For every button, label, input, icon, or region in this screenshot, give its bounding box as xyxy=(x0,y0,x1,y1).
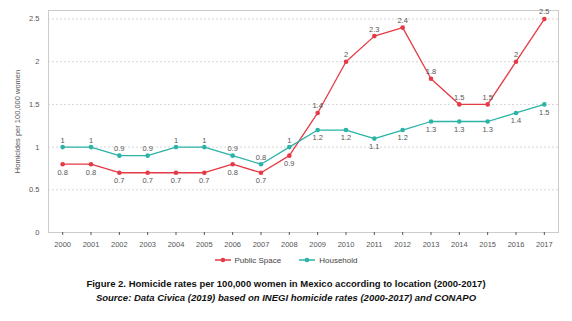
svg-text:2.3: 2.3 xyxy=(369,25,379,34)
svg-text:1.5: 1.5 xyxy=(454,93,464,102)
svg-text:0.7: 0.7 xyxy=(142,176,152,185)
svg-text:2009: 2009 xyxy=(309,240,326,249)
svg-text:0.9: 0.9 xyxy=(284,159,294,168)
svg-text:2008: 2008 xyxy=(281,240,298,249)
svg-text:0.5: 0.5 xyxy=(29,185,39,194)
svg-text:1.3: 1.3 xyxy=(426,125,436,134)
svg-text:1.5: 1.5 xyxy=(29,100,39,109)
svg-text:1.2: 1.2 xyxy=(312,133,322,142)
svg-text:1: 1 xyxy=(287,136,291,145)
svg-text:0: 0 xyxy=(35,228,39,237)
svg-text:Homicides per 100,000 women: Homicides per 100,000 women xyxy=(13,70,22,173)
svg-text:2015: 2015 xyxy=(479,240,496,249)
svg-text:1: 1 xyxy=(35,143,39,152)
svg-text:2003: 2003 xyxy=(139,240,156,249)
svg-text:1.3: 1.3 xyxy=(454,125,464,134)
svg-text:2006: 2006 xyxy=(224,240,241,249)
svg-text:1.2: 1.2 xyxy=(341,133,351,142)
html-text:Public Space: Public Space xyxy=(234,255,282,265)
svg-text:2016: 2016 xyxy=(508,240,525,249)
svg-text:0.8: 0.8 xyxy=(57,168,67,177)
svg-text:1.5: 1.5 xyxy=(539,108,549,117)
svg-text:2010: 2010 xyxy=(338,240,355,249)
html-text:Source: Data Civica (2019) bas: Source: Data Civica (2019) based on INEG… xyxy=(95,292,477,303)
svg-text:0.9: 0.9 xyxy=(114,144,124,153)
svg-text:1.1: 1.1 xyxy=(369,142,379,151)
svg-text:2005: 2005 xyxy=(196,240,213,249)
html-text:Figure 2. Homicide rates per 1: Figure 2. Homicide rates per 100,000 wom… xyxy=(86,278,486,289)
svg-text:2: 2 xyxy=(344,50,348,59)
svg-text:0.7: 0.7 xyxy=(114,176,124,185)
svg-text:2: 2 xyxy=(35,57,39,66)
svg-text:0.9: 0.9 xyxy=(142,144,152,153)
svg-text:1.5: 1.5 xyxy=(482,93,492,102)
svg-text:2.5: 2.5 xyxy=(29,14,39,23)
svg-text:2012: 2012 xyxy=(394,240,411,249)
svg-text:2.4: 2.4 xyxy=(397,16,407,25)
svg-text:1: 1 xyxy=(202,136,206,145)
svg-text:0.8: 0.8 xyxy=(256,153,266,162)
svg-text:1.3: 1.3 xyxy=(482,125,492,134)
svg-text:0.7: 0.7 xyxy=(199,176,209,185)
svg-text:0.7: 0.7 xyxy=(256,176,266,185)
svg-text:0.8: 0.8 xyxy=(86,168,96,177)
svg-text:2014: 2014 xyxy=(451,240,468,249)
svg-text:2017: 2017 xyxy=(536,240,553,249)
svg-text:2: 2 xyxy=(514,50,518,59)
svg-text:2001: 2001 xyxy=(83,240,100,249)
svg-text:1.2: 1.2 xyxy=(397,133,407,142)
svg-text:2002: 2002 xyxy=(111,240,128,249)
svg-text:1.4: 1.4 xyxy=(511,116,521,125)
svg-text:1: 1 xyxy=(174,136,178,145)
svg-text:2000: 2000 xyxy=(54,240,71,249)
svg-text:2004: 2004 xyxy=(168,240,185,249)
svg-text:1: 1 xyxy=(89,136,93,145)
svg-text:1.8: 1.8 xyxy=(426,67,436,76)
svg-text:2013: 2013 xyxy=(423,240,440,249)
svg-text:2.5: 2.5 xyxy=(539,7,549,16)
svg-text:2007: 2007 xyxy=(253,240,270,249)
svg-text:2011: 2011 xyxy=(366,240,382,249)
svg-text:0.7: 0.7 xyxy=(171,176,181,185)
html-text:Household: Household xyxy=(319,255,358,265)
svg-text:0.9: 0.9 xyxy=(227,144,237,153)
svg-text:1.4: 1.4 xyxy=(312,101,322,110)
svg-text:0.8: 0.8 xyxy=(227,168,237,177)
svg-text:1: 1 xyxy=(61,136,65,145)
